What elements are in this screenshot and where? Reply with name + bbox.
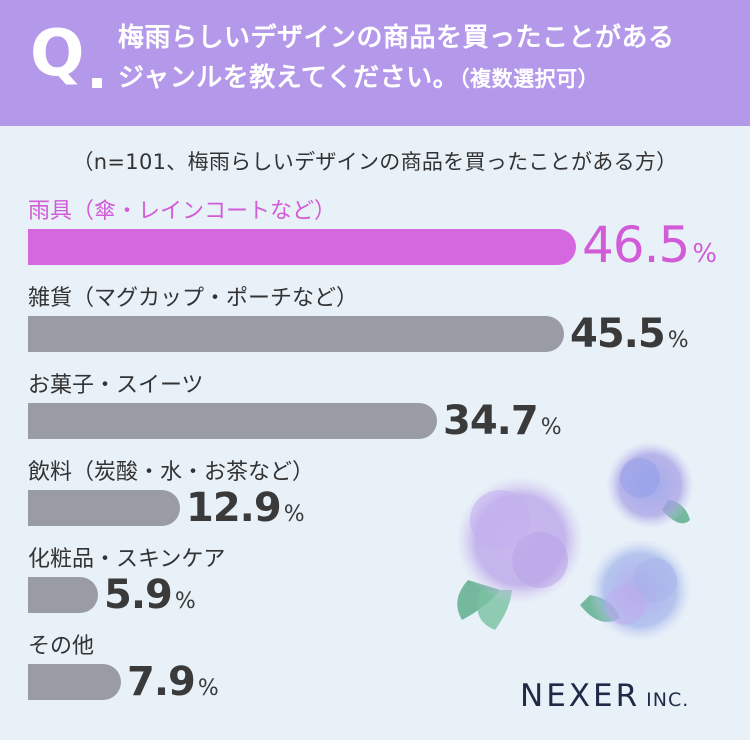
category-label: 雑貨（マグカップ・ポーチなど） xyxy=(28,286,359,311)
value-number: 7.9 xyxy=(127,659,196,705)
value-number: 46.5 xyxy=(582,216,690,274)
question-mark: Q xyxy=(30,17,84,91)
nexer-logo: NEXER INC. xyxy=(520,678,689,714)
category-label: 飲料（炭酸・水・お茶など） xyxy=(28,460,315,485)
bar xyxy=(28,229,576,265)
value-label: 34.7% xyxy=(443,401,562,441)
bar xyxy=(28,577,98,613)
value-number: 45.5 xyxy=(570,311,666,357)
value-number: 12.9 xyxy=(186,485,282,531)
question-line-2: ジャンルを教えてください。（複数選択可） xyxy=(118,58,738,99)
value-label: 12.9% xyxy=(186,488,305,528)
logo-sub-text: INC. xyxy=(646,689,690,711)
value-unit: % xyxy=(667,328,689,353)
category-label: その他 xyxy=(28,634,95,659)
value-unit: % xyxy=(692,239,718,269)
hydrangea-illustration xyxy=(456,441,694,642)
question-text: 梅雨らしいデザインの商品を買ったことがある ジャンルを教えてください。（複数選択… xyxy=(118,18,738,99)
question-multi-select-note: （複数選択可） xyxy=(459,67,600,91)
value-number: 34.7 xyxy=(443,398,539,444)
value-label: 46.5% xyxy=(582,220,717,270)
category-label: 雨具（傘・レインコートなど） xyxy=(28,199,337,224)
question-line-2-main: ジャンルを教えてください。 xyxy=(118,63,460,93)
logo-main-text: NEXER xyxy=(520,678,641,714)
question-mark-dot xyxy=(92,78,102,88)
bar xyxy=(28,490,180,526)
bar xyxy=(28,664,121,700)
bar xyxy=(28,316,564,352)
value-unit: % xyxy=(283,502,305,527)
value-label: 5.9% xyxy=(104,575,196,615)
question-line-1: 梅雨らしいデザインの商品を買ったことがある xyxy=(118,23,675,53)
value-number: 5.9 xyxy=(104,572,173,618)
category-label: お菓子・スイーツ xyxy=(28,373,204,398)
category-label: 化粧品・スキンケア xyxy=(28,547,226,572)
sample-note: （n=101、梅雨らしいデザインの商品を買ったことがある方） xyxy=(72,150,678,174)
bar xyxy=(28,403,437,439)
value-label: 45.5% xyxy=(570,314,689,354)
value-unit: % xyxy=(197,676,219,701)
value-label: 7.9% xyxy=(127,662,219,702)
value-unit: % xyxy=(174,589,196,614)
question-header: Q 梅雨らしいデザインの商品を買ったことがある ジャンルを教えてください。（複数… xyxy=(0,0,750,126)
value-unit: % xyxy=(540,415,562,440)
